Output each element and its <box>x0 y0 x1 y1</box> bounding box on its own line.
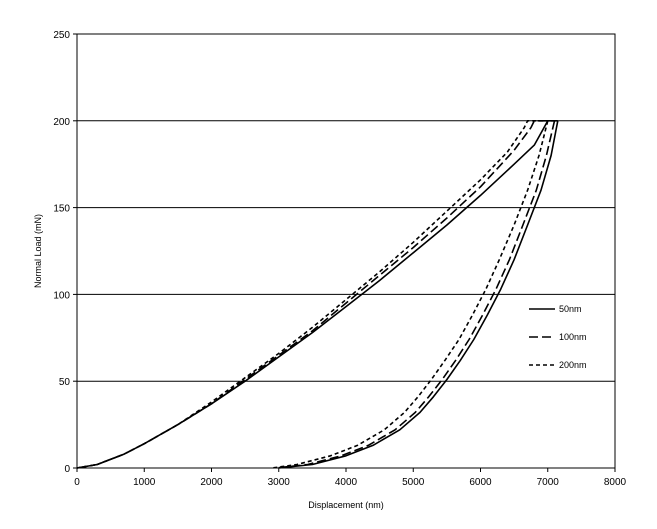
y-axis-title: Normal Load (mN) <box>33 214 43 288</box>
x-tick-label: 8000 <box>604 477 627 488</box>
y-tick-labels: 0 50 100 150 200 250 <box>53 30 70 475</box>
x-tick-label: 1000 <box>133 477 156 488</box>
legend-label: 100nm <box>559 332 587 342</box>
series-group <box>76 120 559 469</box>
y-tick-label: 200 <box>53 117 70 128</box>
y-tick-label: 100 <box>53 290 70 301</box>
y-tick-label: 150 <box>53 204 70 215</box>
axes <box>73 33 616 472</box>
series-200nm <box>76 120 549 469</box>
y-tick-label: 0 <box>64 464 70 475</box>
x-tick-label: 7000 <box>537 477 560 488</box>
series-line-unloading <box>275 120 556 469</box>
x-tick-label: 6000 <box>469 477 492 488</box>
series-line-loading <box>76 120 555 469</box>
series-line-unloading <box>278 120 559 469</box>
x-tick-label: 2000 <box>200 477 223 488</box>
x-tick-label: 3000 <box>268 477 291 488</box>
x-tick-label: 5000 <box>402 477 425 488</box>
grid-lines <box>77 120 615 382</box>
plot-frame <box>76 33 616 469</box>
x-axis-title: Displacement (nm) <box>308 500 384 510</box>
legend-label: 50nm <box>559 304 582 314</box>
series-line-unloading <box>271 120 549 469</box>
legend: 50nm 100nm 200nm <box>529 304 587 370</box>
y-tick-label: 50 <box>59 377 71 388</box>
x-tick-label: 4000 <box>335 477 358 488</box>
legend-label: 200nm <box>559 360 587 370</box>
series-100nm <box>76 120 556 469</box>
x-tick-label: 0 <box>74 477 80 488</box>
x-tick-labels: 0 1000 2000 3000 4000 5000 6000 7000 8000 <box>74 477 626 488</box>
y-tick-label: 250 <box>53 30 70 41</box>
